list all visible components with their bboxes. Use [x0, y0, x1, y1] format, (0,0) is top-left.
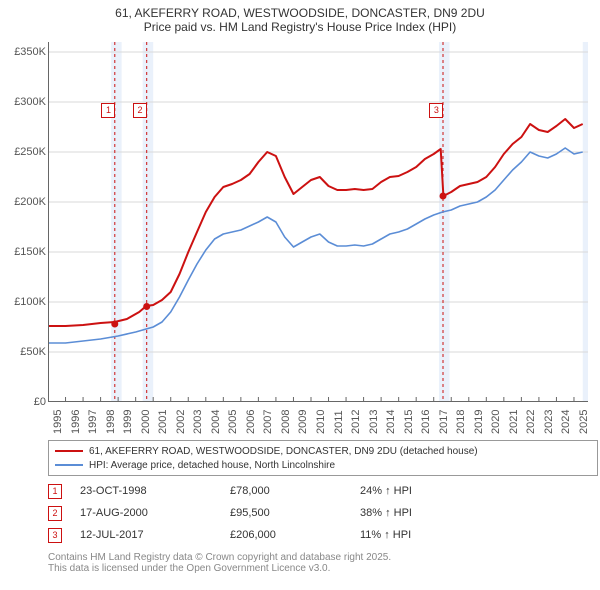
x-tick-label: 2003 — [192, 410, 204, 434]
x-tick-label: 2007 — [262, 410, 274, 434]
chart-sale-marker: 1 — [101, 103, 115, 118]
x-tick-label: 2016 — [420, 410, 432, 434]
legend-label-red: 61, AKEFERRY ROAD, WESTWOODSIDE, DONCAST… — [89, 446, 478, 457]
x-tick-label: 2002 — [175, 410, 187, 434]
sales-row-1: 1 23-OCT-1998 £78,000 24% ↑ HPI — [48, 480, 480, 502]
sale-hpi-1: 24% ↑ HPI — [360, 485, 480, 497]
sale-date-3: 12-JUL-2017 — [80, 529, 230, 541]
x-tick-label: 2023 — [543, 410, 555, 434]
sales-row-2: 2 17-AUG-2000 £95,500 38% ↑ HPI — [48, 502, 480, 524]
x-tick-label: 2015 — [403, 410, 415, 434]
sale-hpi-2: 38% ↑ HPI — [360, 507, 480, 519]
y-tick-label: £100K — [4, 296, 46, 308]
x-tick-label: 1998 — [105, 410, 117, 434]
sale-price-3: £206,000 — [230, 529, 360, 541]
x-tick-label: 2018 — [455, 410, 467, 434]
chart-container: 61, AKEFERRY ROAD, WESTWOODSIDE, DONCAST… — [0, 0, 600, 590]
x-tick-label: 2009 — [297, 410, 309, 434]
x-tick-label: 2012 — [350, 410, 362, 434]
title-line1: 61, AKEFERRY ROAD, WESTWOODSIDE, DONCAST… — [4, 6, 596, 20]
footer-line1: Contains HM Land Registry data © Crown c… — [48, 552, 391, 563]
y-tick-label: £0 — [4, 396, 46, 408]
x-tick-label: 2022 — [525, 410, 537, 434]
chart-sale-marker: 3 — [429, 103, 443, 118]
x-tick-label: 2000 — [140, 410, 152, 434]
sale-date-1: 23-OCT-1998 — [80, 485, 230, 497]
sale-marker-1: 1 — [48, 484, 62, 499]
y-tick-label: £300K — [4, 96, 46, 108]
x-tick-label: 2021 — [508, 410, 520, 434]
x-tick-label: 1996 — [70, 410, 82, 434]
x-tick-label: 2020 — [490, 410, 502, 434]
chart-sale-marker: 2 — [133, 103, 147, 118]
sale-date-2: 17-AUG-2000 — [80, 507, 230, 519]
x-tick-label: 2014 — [385, 410, 397, 434]
x-tick-label: 2010 — [315, 410, 327, 434]
sale-hpi-3: 11% ↑ HPI — [360, 529, 480, 541]
legend-row-red: 61, AKEFERRY ROAD, WESTWOODSIDE, DONCAST… — [55, 444, 591, 458]
legend-label-blue: HPI: Average price, detached house, Nort… — [89, 460, 335, 471]
x-tick-label: 2006 — [245, 410, 257, 434]
title-block: 61, AKEFERRY ROAD, WESTWOODSIDE, DONCAST… — [0, 0, 600, 36]
legend-row-blue: HPI: Average price, detached house, Nort… — [55, 458, 591, 472]
x-tick-label: 1995 — [52, 410, 64, 434]
x-tick-label: 2025 — [578, 410, 590, 434]
sales-row-3: 3 12-JUL-2017 £206,000 11% ↑ HPI — [48, 524, 480, 546]
sale-price-1: £78,000 — [230, 485, 360, 497]
legend-swatch-red — [55, 450, 83, 452]
footer-line2: This data is licensed under the Open Gov… — [48, 563, 391, 574]
sale-marker-2: 2 — [48, 506, 62, 521]
x-tick-label: 2017 — [438, 410, 450, 434]
legend-swatch-blue — [55, 464, 83, 466]
x-tick-label: 2024 — [560, 410, 572, 434]
sale-marker-3: 3 — [48, 528, 62, 543]
chart-area — [48, 42, 588, 402]
y-tick-label: £350K — [4, 46, 46, 58]
title-line2: Price paid vs. HM Land Registry's House … — [4, 20, 596, 34]
sales-table: 1 23-OCT-1998 £78,000 24% ↑ HPI 2 17-AUG… — [48, 480, 480, 546]
chart-svg — [48, 42, 588, 402]
x-tick-label: 2001 — [157, 410, 169, 434]
y-tick-label: £250K — [4, 146, 46, 158]
legend: 61, AKEFERRY ROAD, WESTWOODSIDE, DONCAST… — [48, 440, 598, 476]
x-tick-label: 2011 — [333, 410, 345, 434]
x-tick-label: 2008 — [280, 410, 292, 434]
x-tick-label: 2004 — [210, 410, 222, 434]
y-tick-label: £200K — [4, 196, 46, 208]
x-tick-label: 2013 — [368, 410, 380, 434]
sale-price-2: £95,500 — [230, 507, 360, 519]
x-tick-label: 2005 — [227, 410, 239, 434]
y-tick-label: £50K — [4, 346, 46, 358]
x-tick-label: 2019 — [473, 410, 485, 434]
footer: Contains HM Land Registry data © Crown c… — [48, 552, 391, 574]
x-tick-label: 1997 — [87, 410, 99, 434]
x-tick-label: 1999 — [122, 410, 134, 434]
y-tick-label: £150K — [4, 246, 46, 258]
